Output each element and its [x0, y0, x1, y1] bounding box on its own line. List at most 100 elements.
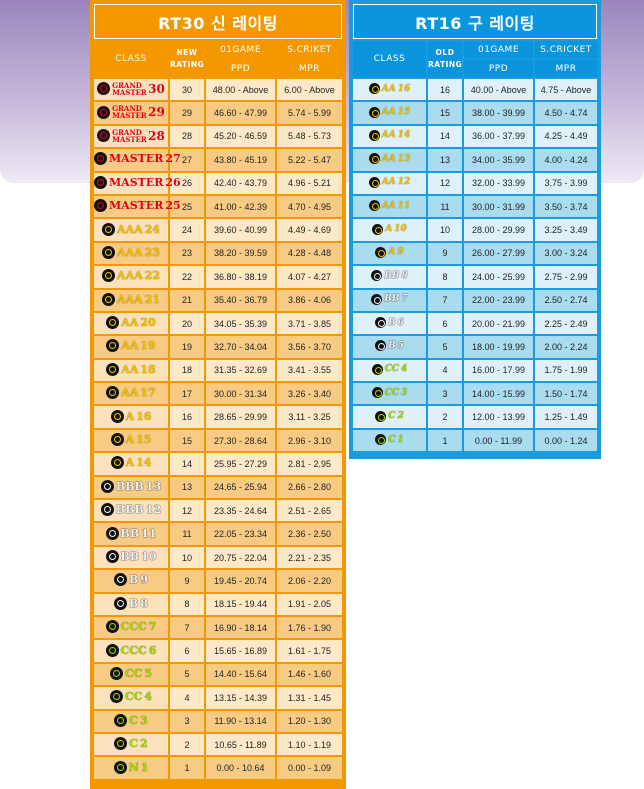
mpr-cell: 3.41 - 3.55: [277, 359, 342, 382]
class-label: C: [388, 411, 396, 422]
table-row: BB 10 10 20.75 - 22.04 2.21 - 2.35: [94, 546, 342, 569]
table-row: AA 20 20 34.05 - 35.39 3.71 - 3.85: [94, 312, 342, 335]
mpr-cell: 2.25 - 2.49: [535, 312, 597, 335]
dart-logo-icon: [368, 176, 380, 188]
rating-cell: 14: [428, 125, 462, 148]
rating-cell: 9: [428, 242, 462, 265]
ppd-cell: 48.00 - Above: [206, 79, 275, 101]
table-row: BB 11 11 22.05 - 23.34 2.36 - 2.50: [94, 523, 342, 545]
table-row: C 2 2 10.65 - 11.89 1.10 - 1.19: [94, 733, 342, 756]
class-number: 3: [401, 387, 408, 398]
class-number: 2: [140, 737, 148, 751]
table-row: C 2 2 12.00 - 13.99 1.25 - 1.49: [353, 406, 597, 428]
dart-logo-icon: [97, 129, 111, 143]
rating-cell: 23: [170, 242, 204, 265]
class-label: A: [125, 456, 135, 470]
class-cell: A 16: [94, 406, 168, 428]
dart-logo-icon: [375, 317, 387, 329]
class-cell: MASTER 25: [94, 195, 181, 218]
class-cell: MASTER 27: [94, 149, 181, 171]
ppd-cell: 14.00 - 15.99: [464, 383, 533, 405]
class-number: 10: [394, 224, 407, 235]
ppd-cell: 22.00 - 23.99: [464, 289, 533, 311]
rating-cell: 3: [428, 383, 462, 405]
header-mpr: MPR: [535, 60, 597, 77]
dart-logo-icon: [375, 410, 387, 422]
ppd-cell: 35.40 - 36.79: [206, 289, 275, 311]
rating-cell: 22: [170, 266, 204, 288]
ppd-cell: 23.35 - 24.64: [206, 500, 275, 522]
class-label: AA: [381, 83, 396, 94]
rating-cell: 19: [170, 336, 204, 358]
dart-logo-icon: [105, 643, 119, 657]
class-cell: AAA 24: [94, 219, 168, 241]
class-number: 22: [144, 269, 160, 283]
class-label: CC: [124, 666, 143, 680]
rating-cell: 30: [170, 79, 204, 101]
dart-logo-icon: [114, 596, 128, 610]
mpr-cell: 4.50 - 4.74: [535, 102, 597, 124]
table-row: MASTER 26 26 42.40 - 43.79 4.96 - 5.21: [94, 172, 342, 194]
class-number: 4: [144, 690, 153, 704]
rating-cell: 20: [170, 312, 204, 335]
class-cell: BBB 13: [94, 476, 168, 499]
rating-cell: 5: [428, 336, 462, 358]
class-number: 6: [148, 643, 157, 657]
table-row: B 8 8 18.15 - 19.44 1.91 - 2.05: [94, 593, 342, 615]
mpr-cell: 3.26 - 3.40: [277, 383, 342, 405]
mpr-cell: 2.50 - 2.74: [535, 289, 597, 311]
dart-logo-icon: [102, 222, 116, 236]
mpr-cell: 0.00 - 1.24: [535, 429, 597, 452]
table-row: CC 4 4 16.00 - 17.99 1.75 - 1.99: [353, 359, 597, 382]
dart-logo-icon: [100, 479, 114, 493]
class-cell: BB 8: [353, 266, 426, 288]
rating-cell: 3: [170, 710, 204, 732]
ppd-cell: 26.00 - 27.99: [464, 242, 533, 265]
class-number: 10: [141, 550, 157, 563]
mpr-cell: 2.96 - 3.10: [277, 429, 342, 452]
ppd-cell: 45.20 - 46.59: [206, 125, 275, 148]
mpr-cell: 2.00 - 2.24: [535, 336, 597, 358]
table-row: AA 18 18 31.35 - 32.69 3.41 - 3.55: [94, 359, 342, 382]
table-row: A 10 10 28.00 - 29.99 3.25 - 3.49: [353, 219, 597, 241]
class-number: 14: [397, 130, 411, 141]
rating-cell: 29: [170, 102, 204, 124]
class-label: GRAND MASTER: [112, 80, 147, 97]
class-badge: AA 13: [368, 153, 410, 165]
class-label: BB: [120, 550, 140, 563]
rating-cell: 9: [170, 570, 204, 592]
ppd-cell: 32.00 - 33.99: [464, 172, 533, 194]
dart-logo-icon: [94, 175, 107, 189]
class-label: AA: [121, 316, 139, 330]
class-label: MASTER: [109, 199, 164, 213]
class-label: AA: [381, 177, 396, 188]
class-cell: MASTER 26: [94, 172, 181, 194]
rating-cell: 11: [428, 195, 462, 218]
table-row: A 14 14 25.95 - 27.29 2.81 - 2.95: [94, 453, 342, 475]
dart-logo-icon: [368, 106, 380, 118]
class-label: AAA: [117, 222, 143, 236]
dart-logo-icon: [114, 573, 128, 587]
mpr-cell: 4.00 - 4.24: [535, 149, 597, 171]
table-row: GRAND MASTER 29 29 46.60 - 47.99 5.74 - 5.99: [94, 102, 342, 124]
dart-logo-icon: [97, 82, 111, 96]
class-badge: BB 10: [105, 550, 157, 563]
table-row: CC 4 4 13.15 - 14.39 1.31 - 1.45: [94, 687, 342, 709]
class-number: 8: [140, 596, 148, 610]
dart-logo-icon: [109, 666, 123, 680]
header-cricket: S.CRIKET: [277, 41, 342, 58]
class-cell: AAA 21: [94, 289, 168, 311]
mpr-cell: 4.70 - 4.95: [277, 195, 342, 218]
ppd-cell: 28.00 - 29.99: [464, 219, 533, 241]
class-number: 1: [140, 760, 149, 774]
class-badge: MASTER 26: [94, 175, 181, 189]
mpr-cell: 4.25 - 4.49: [535, 125, 597, 148]
ppd-cell: 32.70 - 34.04: [206, 336, 275, 358]
